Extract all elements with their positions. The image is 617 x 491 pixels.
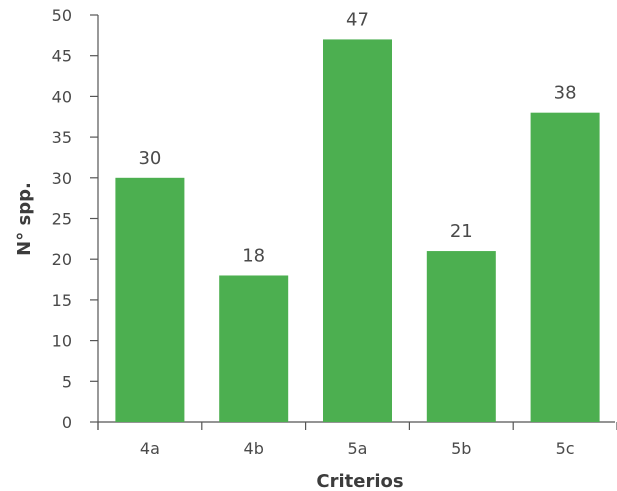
y-tick-label: 30	[52, 169, 72, 188]
x-ticks: 4a 4b 5a 5b 5c	[97, 422, 617, 458]
x-tick-label-5c: 5c	[556, 439, 575, 458]
x-axis-title: Criterios	[316, 471, 403, 491]
y-tick-label: 35	[52, 128, 72, 147]
data-labels: 30 18 47 21 38	[138, 9, 576, 266]
x-tick-label-5a: 5a	[348, 439, 368, 458]
x-tick-label-5b: 5b	[451, 439, 471, 458]
bar-4b	[219, 275, 289, 422]
bar-4a	[115, 177, 185, 422]
data-label-4a: 30	[138, 148, 161, 169]
data-label-4b: 18	[242, 245, 265, 266]
y-axis: 0 5 10 15 20 25 30 35 40 45 50	[52, 6, 99, 432]
y-axis-title: N° spp.	[14, 182, 35, 256]
y-tick-label: 10	[52, 332, 72, 351]
y-tick-label: 25	[52, 210, 72, 229]
x-axis: 4a 4b 5a 5b 5c	[97, 421, 617, 458]
bar-5c	[530, 112, 600, 423]
y-ticks: 0 5 10 15 20 25 30 35 40 45 50	[52, 6, 98, 432]
x-tick-label-4a: 4a	[140, 439, 160, 458]
y-tick-label: 20	[52, 250, 72, 269]
y-tick-label: 5	[62, 372, 72, 391]
bars	[115, 39, 600, 423]
y-tick-label: 15	[52, 291, 72, 310]
data-label-5c: 38	[554, 83, 577, 104]
data-label-5b: 21	[450, 221, 473, 242]
bar-5b	[426, 251, 496, 422]
y-tick-label: 50	[52, 6, 72, 25]
y-tick-label: 40	[52, 87, 72, 106]
y-tick-label: 0	[62, 413, 72, 432]
bar-5a	[323, 39, 392, 423]
y-tick-label: 45	[52, 47, 72, 66]
x-tick-label-4b: 4b	[244, 439, 264, 458]
data-label-5a: 47	[346, 9, 369, 30]
